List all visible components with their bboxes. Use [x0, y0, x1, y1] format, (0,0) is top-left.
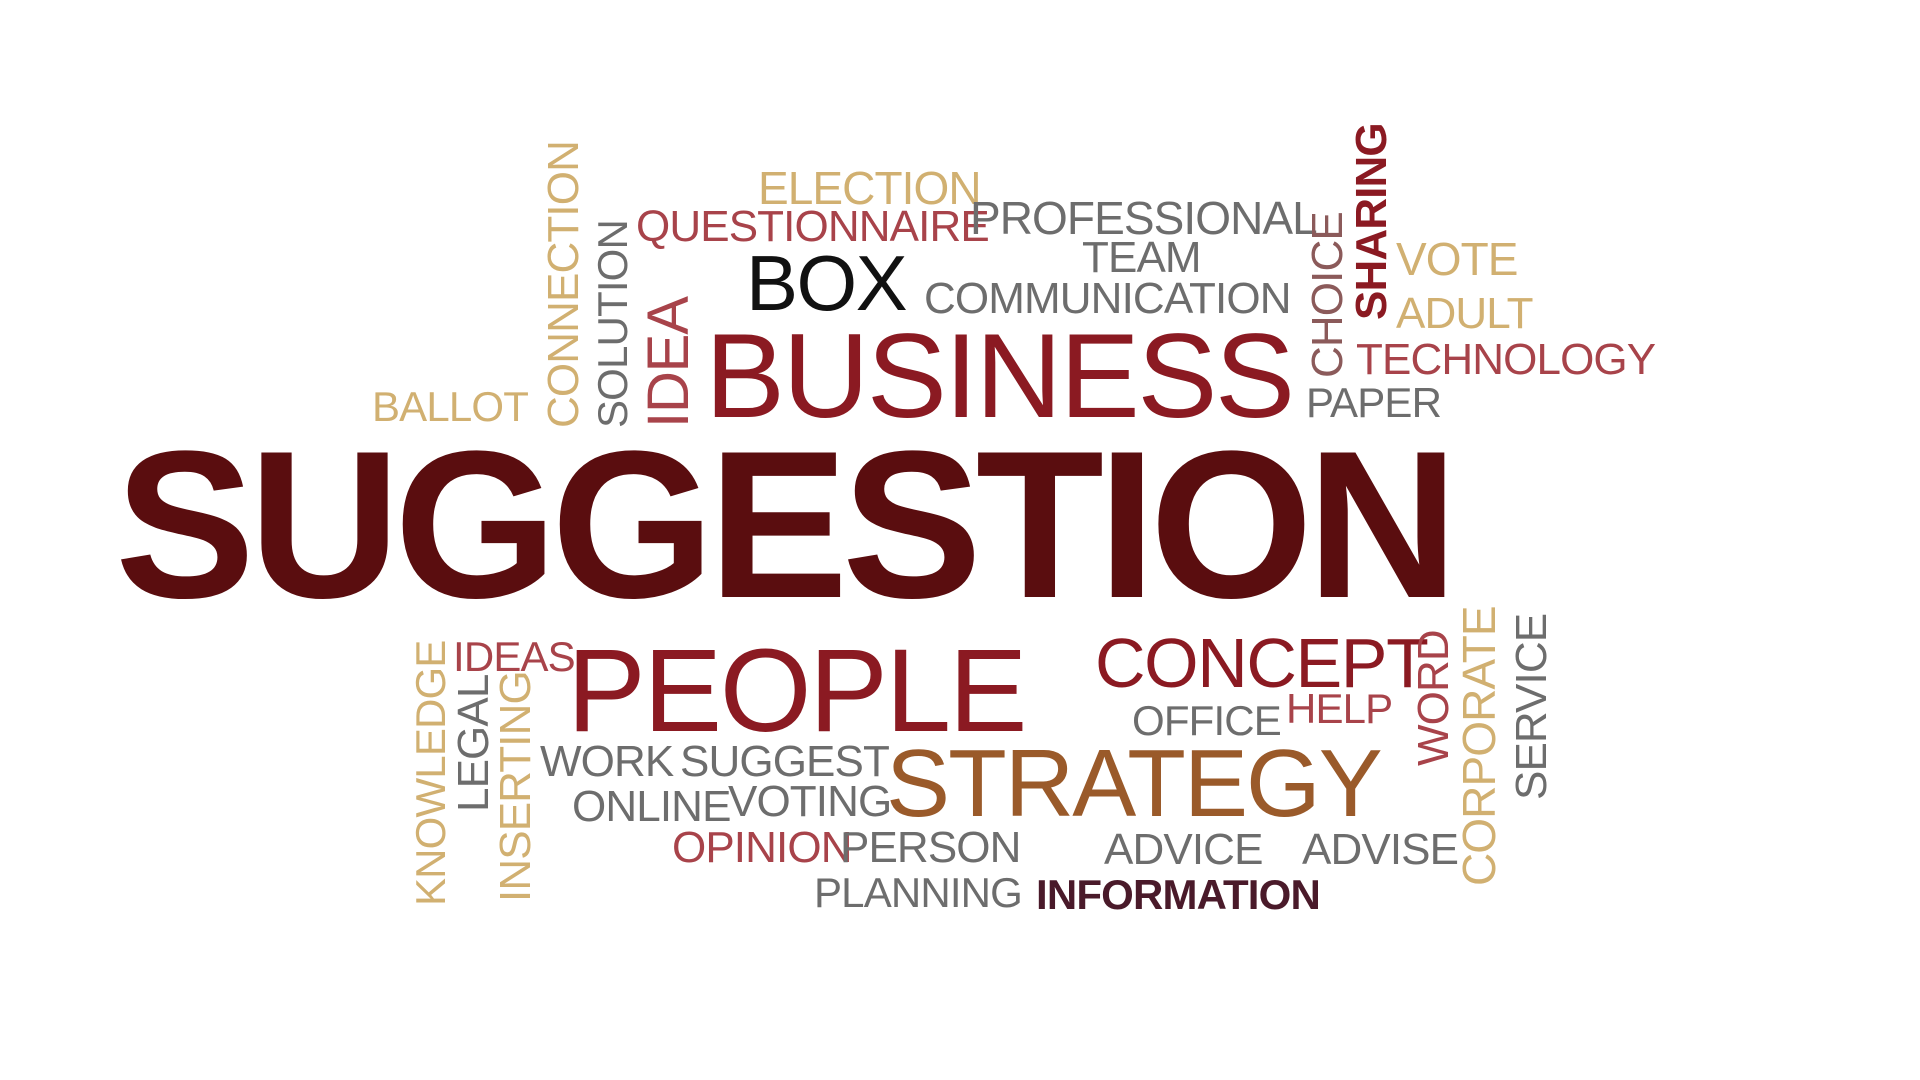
word-service: SERVICE — [1507, 613, 1556, 800]
word-voting: VOTING — [728, 777, 892, 826]
word-box: BOX — [746, 239, 908, 327]
word-communication: COMMUNICATION — [924, 274, 1291, 323]
word-business: BUSINESS — [705, 309, 1295, 443]
word-person: PERSON — [840, 823, 1021, 872]
word-strategy: STRATEGY — [886, 730, 1383, 837]
word-technology: TECHNOLOGY — [1356, 335, 1656, 384]
word-sharing: SHARING — [1347, 123, 1396, 320]
word-adult: ADULT — [1396, 289, 1533, 338]
word-advice: ADVICE — [1104, 825, 1263, 874]
word-suggest: SUGGEST — [680, 737, 890, 786]
word-help: HELP — [1286, 685, 1393, 732]
word-online: ONLINE — [572, 782, 731, 831]
word-legal: LEGAL — [449, 674, 498, 812]
word-advise: ADVISE — [1302, 825, 1459, 874]
word-choice: CHOICE — [1303, 212, 1352, 378]
word-questionnaire: QUESTIONNAIRE — [636, 202, 990, 251]
word-office: OFFICE — [1132, 697, 1282, 744]
word-team: TEAM — [1082, 233, 1202, 282]
word-work: WORK — [540, 737, 674, 786]
word-inserting: INSERTING — [491, 671, 540, 902]
word-information: INFORMATION — [1036, 871, 1321, 918]
word-opinion: OPINION — [672, 823, 853, 872]
word-professional: PROFESSIONAL — [970, 192, 1318, 244]
word-connection: CONNECTION — [539, 141, 588, 428]
word-paper: PAPER — [1306, 379, 1442, 426]
word-corporate: CORPORATE — [1453, 606, 1505, 886]
word-suggestion: SUGGESTION — [115, 407, 1458, 642]
word-word: WORD — [1409, 630, 1458, 766]
word-ballot: BALLOT — [372, 383, 529, 430]
word-concept: CONCEPT — [1095, 624, 1429, 702]
word-people: PEOPLE — [567, 625, 1027, 757]
word-solution: SOLUTION — [589, 220, 636, 428]
word-knowledge: KNOWLEDGE — [407, 640, 454, 906]
word-planning: PLANNING — [814, 869, 1023, 916]
word-ideas: IDEAS — [453, 633, 576, 680]
word-election: ELECTION — [758, 162, 982, 214]
word-idea: IDEA — [636, 297, 701, 428]
word-vote: VOTE — [1396, 233, 1518, 285]
